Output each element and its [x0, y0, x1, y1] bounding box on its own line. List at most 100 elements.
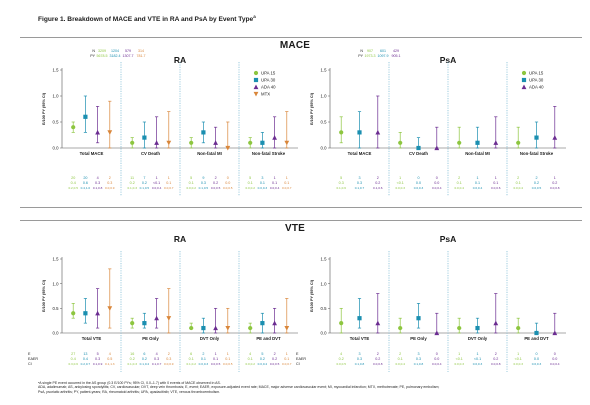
point-marker: [83, 311, 88, 316]
point-marker: [213, 325, 218, 331]
table-cell: 0.0,0.3: [473, 362, 483, 366]
header-value: 905.1: [392, 54, 401, 58]
table-cell: 0.0,0.7: [282, 186, 292, 190]
table-cell: 0.0,0.6: [491, 186, 501, 190]
point-marker: [83, 114, 88, 119]
point-marker: [475, 325, 480, 331]
table-cell: 2: [202, 352, 204, 356]
table-cell: 0.1: [248, 357, 253, 361]
point-marker: [375, 320, 381, 326]
table-cell: 5: [97, 352, 99, 356]
table-cell: 0.0,0.3: [454, 362, 464, 366]
header-value: 429: [393, 49, 399, 53]
table-cell: 0.2: [534, 181, 539, 185]
table-cell: 0.2: [142, 357, 147, 361]
point-marker: [357, 130, 362, 135]
y-axis-label: E/100 PY (95% CI): [310, 92, 314, 125]
table-cell: 2: [535, 176, 537, 180]
point-marker: [272, 320, 277, 326]
point-marker: [95, 129, 100, 135]
y-tick-label: 1.0: [321, 94, 328, 99]
table-cell: 0.1: [457, 181, 462, 185]
legend-marker: [253, 91, 259, 97]
y-axis-label: E/100 PY (95% CI): [42, 92, 46, 125]
footnotes: ᵃA single PE event occurred in the AS gr…: [38, 381, 558, 394]
table-cell: 2: [399, 352, 401, 356]
table-cell: 0.1: [248, 181, 253, 185]
table-cell: 0.6: [83, 181, 88, 185]
table-cell: 0.1: [516, 181, 521, 185]
table-cell: 0.1: [284, 357, 289, 361]
table-cell: 0.3: [201, 181, 206, 185]
table-cell: 1: [517, 352, 519, 356]
legend-marker: [521, 84, 527, 90]
table-cell: 4: [109, 352, 111, 356]
header-value: 1097.9: [378, 54, 389, 58]
table-cell: 0.0: [416, 181, 421, 185]
table-cell: 2: [377, 176, 379, 180]
table-cell: 1: [554, 176, 556, 180]
table-cell: 0.1: [493, 181, 498, 185]
y-tick-label: 1.0: [53, 281, 60, 286]
table-cell: 0.0: [534, 357, 539, 361]
table-cell: 0.0,0.5: [211, 186, 221, 190]
table-cell: 0.0,0.3: [532, 362, 542, 366]
legend-marker: [521, 77, 527, 83]
footnote-line: PsA, psoriatic arthritis; PY, patient-ye…: [38, 389, 221, 394]
point-marker: [416, 145, 421, 151]
table-cell: 0.0,0.5: [532, 186, 542, 190]
legend-marker: [521, 70, 527, 76]
figure-title: Figure 1. Breakdown of MACE and VTE in R…: [38, 14, 256, 24]
point-marker: [434, 145, 440, 151]
table-cell: 2: [495, 352, 497, 356]
table-cell: 13: [83, 352, 87, 356]
point-marker: [107, 130, 113, 135]
table-row-label: CI: [296, 362, 300, 366]
y-tick-label: 0.0: [53, 146, 60, 151]
legend-marker: [253, 70, 259, 76]
table-cell: 0.0,0.5: [223, 362, 233, 366]
point-marker: [516, 140, 521, 145]
header-value: 601: [380, 49, 386, 53]
table-cell: 0.1: [225, 357, 230, 361]
table-cell: 0.3: [154, 357, 159, 361]
point-marker: [272, 135, 277, 140]
table-cell: 0.1,0.7: [152, 362, 162, 366]
point-marker: [534, 135, 539, 140]
table-cell: 1: [286, 176, 288, 180]
table-cell: 0.3: [95, 181, 100, 185]
table-row-label: CI: [28, 362, 32, 366]
table-cell: 27: [71, 352, 75, 356]
table-cell: 0.0,0.7: [282, 362, 292, 366]
y-axis-label: E/100 PY (95% CI): [310, 279, 314, 312]
table-cell: 0.3: [357, 181, 362, 185]
table-cell: 1: [495, 176, 497, 180]
category-label: DVT Only: [200, 336, 220, 341]
table-cell: <0.1: [153, 181, 160, 185]
table-cell: 0.0,0.2: [245, 362, 255, 366]
point-marker: [552, 330, 558, 336]
category-label: Total MACE: [348, 151, 372, 156]
panel-title: RA: [174, 55, 186, 65]
title-footnote-mark: a: [253, 14, 256, 19]
table-cell: 0.0,0.4: [270, 186, 280, 190]
panel-vte-ra: RA 0.0 0.5 1.0 1.5 E/100 PY (95% CI) Total VTE…: [28, 234, 298, 372]
point-marker: [260, 321, 265, 326]
table-cell: 3: [261, 176, 263, 180]
table-cell: 5: [249, 176, 251, 180]
mace-section-title: MACE: [279, 40, 311, 51]
point-marker: [225, 145, 231, 151]
header-value: 5678.5: [97, 54, 108, 58]
table-cell: 1: [286, 352, 288, 356]
table-cell: 0.3,0.6: [68, 362, 78, 366]
table-cell: 0.2: [375, 181, 380, 185]
y-tick-label: 1.5: [321, 68, 328, 73]
panel-mace-psa: PsA 0.0 0.5 1.0 1.5 E/100 PY (95% CI) N 907 601 4…: [310, 49, 566, 196]
table-cell: 0.3: [357, 357, 362, 361]
point-marker: [516, 325, 521, 331]
table-cell: <0.1: [474, 357, 481, 361]
point-marker: [434, 330, 440, 336]
header-row-label: PY: [358, 54, 363, 58]
point-marker: [107, 306, 113, 311]
point-marker: [284, 325, 290, 331]
